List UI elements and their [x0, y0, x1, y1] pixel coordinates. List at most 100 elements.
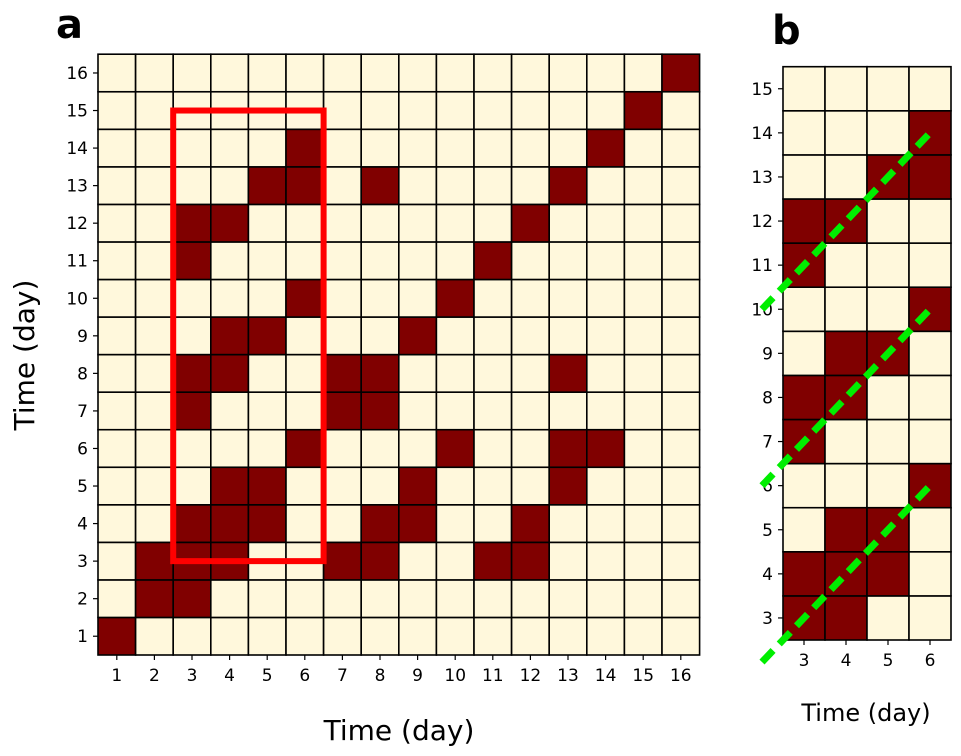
heatmap-cell-on: [908, 286, 952, 333]
heatmap-cell-off: [210, 579, 250, 619]
y-tick-label: 9: [77, 327, 88, 347]
heatmap-cell-off: [510, 241, 551, 281]
heatmap-cell-on: [172, 503, 212, 544]
heatmap-cell-on: [824, 506, 868, 553]
heatmap-cell-off: [510, 466, 551, 506]
heatmap-cell-off: [435, 128, 475, 168]
heatmap-cell-off: [360, 616, 400, 656]
y-tick-label: 13: [751, 168, 773, 188]
heatmap-cell-off: [435, 53, 475, 93]
heatmap-cell-on: [585, 428, 626, 469]
heatmap-cell-off: [473, 428, 513, 469]
heatmap-cell-off: [210, 391, 250, 431]
heatmap-cell-off: [134, 391, 175, 431]
x-tick-label: 1: [111, 666, 122, 686]
heatmap-cell-off: [134, 90, 175, 131]
heatmap-cell-off: [397, 428, 438, 469]
x-tick-label: 12: [520, 666, 542, 686]
heatmap-cell-off: [510, 90, 551, 131]
heatmap-cell-off: [285, 316, 325, 356]
heatmap-cell-off: [435, 616, 475, 656]
x-tick-label: 14: [595, 666, 617, 686]
heatmap-cell-off: [210, 53, 250, 93]
heatmap-cell-off: [866, 374, 910, 421]
heatmap-cell-on: [134, 579, 175, 619]
heatmap-cell-off: [397, 616, 438, 656]
heatmap-cell-off: [866, 595, 910, 641]
heatmap-cell-off: [97, 128, 137, 168]
heatmap-cell-off: [510, 53, 551, 93]
heatmap-cell-off: [623, 128, 663, 168]
heatmap-cell-off: [661, 353, 701, 393]
heatmap-cell-off: [97, 391, 137, 431]
heatmap-cell-off: [623, 203, 663, 243]
x-tick-label: 9: [412, 666, 423, 686]
panel-a-grid: [97, 53, 701, 656]
heatmap-cell-off: [134, 428, 175, 469]
heatmap-cell-off: [134, 203, 175, 243]
heatmap-cell-off: [97, 90, 137, 131]
heatmap-cell-off: [172, 616, 212, 656]
heatmap-cell-off: [322, 203, 363, 243]
heatmap-cell-on: [360, 503, 400, 544]
heatmap-cell-off: [397, 579, 438, 619]
y-tick-label: 14: [66, 139, 88, 159]
heatmap-cell-on: [548, 166, 588, 206]
heatmap-cell-off: [285, 391, 325, 431]
highlight-box: [170, 107, 327, 565]
heatmap-cell-off: [134, 166, 175, 206]
heatmap-cell-off: [908, 374, 952, 421]
heatmap-cell-on: [172, 203, 212, 243]
heatmap-cell-off: [510, 579, 551, 619]
heatmap-cell-off: [435, 391, 475, 431]
heatmap-cell-off: [623, 316, 663, 356]
heatmap-cell-off: [623, 241, 663, 281]
heatmap-cell-off: [510, 616, 551, 656]
y-tick-label: 12: [751, 212, 773, 232]
heatmap-cell-off: [473, 90, 513, 131]
heatmap-cell-off: [473, 128, 513, 168]
heatmap-cell-off: [360, 241, 400, 281]
heatmap-cell-on: [782, 374, 826, 421]
heatmap-cell-off: [782, 154, 826, 200]
panel-b-xlabel: Time (day): [800, 699, 930, 727]
heatmap-cell-off: [247, 616, 287, 656]
heatmap-cell-on: [661, 53, 701, 93]
heatmap-cell-off: [623, 278, 663, 318]
heatmap-cell-off: [510, 128, 551, 168]
heatmap-cell-off: [510, 316, 551, 356]
heatmap-cell-off: [548, 203, 588, 243]
y-tick-label: 6: [762, 477, 773, 497]
heatmap-cell-off: [661, 128, 701, 168]
heatmap-cell-off: [548, 278, 588, 318]
heatmap-cell-off: [360, 128, 400, 168]
heatmap-cell-off: [908, 198, 952, 244]
heatmap-cell-on: [510, 203, 551, 243]
heatmap-cell-off: [397, 391, 438, 431]
heatmap-cell-off: [824, 418, 868, 465]
heatmap-cell-off: [661, 90, 701, 131]
heatmap-cell-off: [134, 316, 175, 356]
heatmap-cell-off: [548, 53, 588, 93]
heatmap-cell-on: [548, 428, 588, 469]
heatmap-cell-off: [134, 353, 175, 393]
heatmap-cell-off: [97, 541, 137, 581]
heatmap-cell-on: [510, 503, 551, 544]
y-tick-label: 15: [751, 80, 773, 100]
heatmap-cell-off: [824, 462, 868, 509]
heatmap-cell-on: [548, 353, 588, 393]
heatmap-cell-off: [548, 541, 588, 581]
heatmap-cell-off: [397, 541, 438, 581]
heatmap-cell-off: [585, 541, 626, 581]
heatmap-cell-off: [824, 242, 868, 289]
heatmap-cell-off: [623, 166, 663, 206]
heatmap-cell-on: [210, 316, 250, 356]
heatmap-cell-off: [782, 506, 826, 553]
heatmap-cell-off: [210, 278, 250, 318]
heatmap-cell-off: [397, 353, 438, 393]
heatmap-cell-off: [322, 579, 363, 619]
heatmap-cell-off: [397, 241, 438, 281]
heatmap-cell-off: [97, 466, 137, 506]
heatmap-cell-on: [510, 541, 551, 581]
